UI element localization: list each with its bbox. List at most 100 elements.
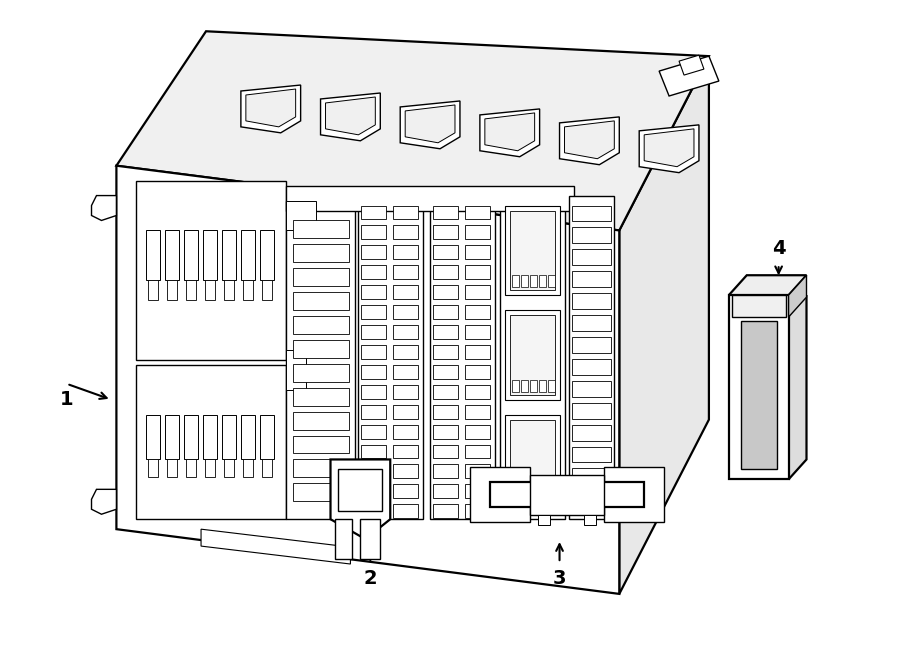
Polygon shape (741, 321, 777, 469)
Polygon shape (465, 404, 490, 418)
Polygon shape (292, 483, 349, 501)
Polygon shape (205, 459, 215, 477)
Polygon shape (116, 166, 619, 594)
Circle shape (222, 376, 240, 394)
Polygon shape (572, 469, 611, 485)
Polygon shape (485, 113, 535, 151)
Polygon shape (136, 365, 285, 519)
Polygon shape (572, 205, 611, 222)
Polygon shape (393, 226, 419, 240)
Polygon shape (362, 444, 386, 459)
Polygon shape (465, 226, 490, 240)
Polygon shape (393, 365, 419, 379)
Polygon shape (465, 365, 490, 379)
Polygon shape (465, 385, 490, 399)
Polygon shape (433, 205, 458, 220)
Polygon shape (292, 388, 349, 406)
Polygon shape (465, 485, 490, 498)
Polygon shape (362, 504, 386, 518)
Polygon shape (362, 246, 386, 260)
Polygon shape (530, 485, 536, 496)
Polygon shape (393, 325, 419, 339)
Text: 4: 4 (772, 239, 786, 258)
Polygon shape (136, 181, 285, 360)
Polygon shape (537, 515, 550, 525)
Polygon shape (465, 285, 490, 299)
Text: 2: 2 (364, 569, 377, 589)
Polygon shape (186, 459, 196, 477)
Polygon shape (222, 230, 236, 280)
Polygon shape (292, 340, 349, 358)
Polygon shape (530, 380, 536, 392)
Polygon shape (584, 515, 597, 525)
Polygon shape (465, 504, 490, 518)
Polygon shape (241, 85, 301, 133)
Polygon shape (393, 265, 419, 279)
Polygon shape (362, 365, 386, 379)
Polygon shape (505, 414, 560, 504)
Polygon shape (393, 444, 419, 459)
Text: 1: 1 (59, 390, 74, 409)
Polygon shape (465, 325, 490, 339)
Polygon shape (326, 97, 375, 135)
Polygon shape (604, 467, 664, 522)
Polygon shape (362, 205, 386, 220)
Polygon shape (512, 380, 518, 392)
Polygon shape (538, 380, 545, 392)
Polygon shape (465, 205, 490, 220)
Polygon shape (490, 483, 644, 507)
Polygon shape (433, 345, 458, 359)
Polygon shape (465, 345, 490, 359)
Polygon shape (148, 280, 158, 300)
Polygon shape (505, 310, 560, 400)
Polygon shape (393, 246, 419, 260)
Polygon shape (92, 489, 116, 514)
Polygon shape (393, 485, 419, 498)
Polygon shape (360, 519, 381, 559)
Polygon shape (530, 275, 536, 287)
Polygon shape (732, 295, 786, 317)
Polygon shape (639, 125, 699, 173)
Polygon shape (644, 129, 694, 167)
Polygon shape (148, 459, 158, 477)
Polygon shape (292, 412, 349, 430)
Polygon shape (393, 424, 419, 438)
Polygon shape (393, 285, 419, 299)
Polygon shape (572, 250, 611, 265)
Circle shape (577, 487, 592, 503)
Polygon shape (465, 465, 490, 479)
Polygon shape (679, 55, 704, 75)
Polygon shape (167, 280, 177, 300)
Polygon shape (465, 424, 490, 438)
Polygon shape (362, 226, 386, 240)
Polygon shape (362, 465, 386, 479)
Polygon shape (393, 504, 419, 518)
Polygon shape (358, 195, 423, 519)
Polygon shape (203, 414, 217, 459)
Polygon shape (292, 436, 349, 453)
Polygon shape (512, 275, 518, 287)
Polygon shape (433, 285, 458, 299)
Polygon shape (262, 280, 272, 300)
Circle shape (167, 191, 185, 209)
Polygon shape (147, 414, 160, 459)
Polygon shape (362, 305, 386, 319)
Polygon shape (729, 295, 788, 479)
Polygon shape (330, 459, 391, 539)
Text: 3: 3 (553, 569, 566, 589)
Polygon shape (788, 275, 806, 317)
Polygon shape (659, 56, 719, 96)
Polygon shape (92, 195, 116, 220)
Polygon shape (500, 195, 564, 519)
Polygon shape (572, 381, 611, 397)
Polygon shape (362, 345, 386, 359)
Polygon shape (241, 230, 255, 280)
Polygon shape (362, 325, 386, 339)
Polygon shape (393, 345, 419, 359)
Polygon shape (393, 205, 419, 220)
Polygon shape (572, 315, 611, 331)
Polygon shape (538, 275, 545, 287)
Polygon shape (505, 205, 560, 295)
Polygon shape (560, 117, 619, 165)
Polygon shape (167, 459, 177, 477)
